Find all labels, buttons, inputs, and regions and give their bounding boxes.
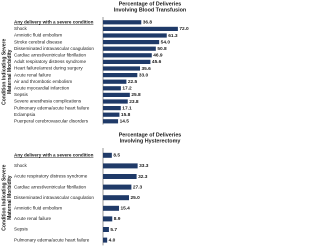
value-label: 4.0 [109, 237, 116, 243]
value-label: 15.4 [121, 206, 131, 212]
bar [103, 205, 120, 211]
bar [103, 152, 112, 158]
category-label: Eclampsia [14, 112, 36, 117]
category-label: Shock [14, 163, 27, 168]
category-label: Pulmonary edema/acute heart failure [14, 105, 90, 110]
category-label: Stroke cerebral disease [14, 39, 63, 44]
bar [103, 26, 178, 31]
category-label: Heart failure/arrest during surgery [14, 66, 83, 71]
category-label: Any delivery with a severe condition [14, 153, 94, 158]
value-label: 32.3 [138, 174, 148, 180]
value-label: 46.9 [153, 53, 163, 59]
bar [103, 106, 121, 111]
bar [103, 174, 137, 179]
category-label: Acute respiratory distress syndrome [14, 174, 88, 179]
bar [103, 79, 127, 84]
bar [103, 20, 142, 25]
value-label: 17.2 [122, 86, 132, 92]
value-label: 35.6 [142, 66, 152, 72]
bar [103, 227, 109, 232]
category-label: Cardiac arrest/ventricular fibrillation [14, 53, 86, 58]
value-label: 45.6 [152, 59, 162, 65]
y-axis-label: Condition Indicating Severe [1, 39, 7, 105]
chart-title: Percentage of Deliveries [119, 1, 182, 7]
value-label: 50.8 [157, 46, 167, 52]
y-axis-label: Maternal Morbidity [7, 175, 13, 220]
bar [103, 53, 152, 58]
category-label: Disseminated intravascular coagulation [14, 46, 94, 51]
value-label: 33.0 [139, 72, 149, 78]
value-label: 17.1 [122, 105, 132, 111]
bar [103, 73, 138, 78]
category-label: Amniotic fluid embolism [14, 206, 62, 211]
bar [103, 99, 128, 104]
bar [103, 195, 129, 201]
bar [103, 66, 141, 71]
category-label: Amniotic fluid embolism [14, 33, 62, 38]
value-label: 22.5 [128, 79, 138, 85]
bar [103, 92, 130, 97]
category-label: Cardiac arrest/ventricular fibrillation [14, 184, 86, 189]
value-label: 25.8 [131, 92, 141, 98]
category-label: Acute renal failure [14, 72, 51, 77]
value-label: 8.9 [114, 216, 121, 222]
chart-title: Percentage of Deliveries [119, 132, 182, 138]
category-label: Any delivery with a severe condition [14, 20, 94, 25]
value-label: 5.7 [110, 227, 117, 233]
bar [103, 112, 120, 117]
chart-title: Involving Blood Transfusion [114, 7, 186, 13]
category-label: Puerperal cerebrovascular disorders [14, 119, 89, 124]
value-label: 15.8 [121, 112, 131, 118]
category-label: Adult respiratory distress syndrome [14, 59, 86, 64]
bar [103, 33, 167, 38]
value-label: 23.8 [129, 99, 139, 105]
y-axis-label: Maternal Morbidity [7, 49, 13, 94]
bar [103, 237, 108, 243]
category-label: Sepsis [14, 92, 28, 97]
category-label: Acute myocardial infarction [14, 86, 70, 91]
bar [103, 86, 121, 91]
bar [103, 163, 138, 169]
category-label: Air and thrombotic embolism [14, 79, 72, 84]
value-label: 36.8 [143, 20, 153, 26]
value-label: 14.5 [120, 119, 130, 125]
value-label: 8.5 [113, 153, 120, 159]
category-label: Sepsis [14, 227, 28, 232]
chart-title: Involving Hysterectomy [120, 138, 181, 144]
y-axis-label: Condition Indicating Severe [1, 164, 7, 230]
category-label: Severe anesthesia complications [14, 99, 82, 104]
category-label: Disseminated intravascular coagulation [14, 195, 94, 200]
value-label: 61.3 [168, 33, 178, 39]
bar [103, 46, 156, 51]
bar [103, 59, 151, 64]
value-label: 33.3 [139, 163, 149, 169]
bar [103, 40, 160, 45]
category-label: Acute renal failure [14, 216, 51, 221]
value-label: 27.3 [133, 184, 143, 190]
category-label: Shock [14, 26, 27, 31]
category-label: Pulmonary edema/acute heart failure [14, 237, 90, 242]
bar [103, 216, 113, 222]
bar [103, 184, 132, 190]
value-label: 54.0 [161, 39, 171, 45]
value-label: 72.0 [179, 26, 189, 32]
bar [103, 119, 119, 124]
value-label: 25.0 [131, 195, 141, 201]
